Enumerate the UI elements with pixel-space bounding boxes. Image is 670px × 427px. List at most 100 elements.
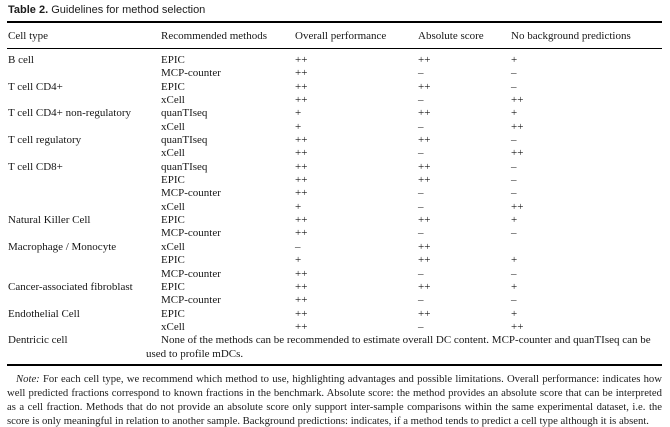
cell-method: EPIC bbox=[161, 214, 185, 227]
table-caption: Table 2. Guidelines for method selection bbox=[7, 3, 662, 21]
cell-type bbox=[7, 268, 160, 281]
cell-method: quanTIseq bbox=[161, 134, 208, 147]
cell-background-predictions: ++ bbox=[511, 120, 524, 133]
column-header-no-background-predictions: No background predictions bbox=[511, 30, 631, 42]
cell-method: MCP-counter bbox=[161, 227, 221, 240]
cell-absolute-score: ++ bbox=[418, 160, 431, 173]
cell-method: xCell bbox=[161, 200, 185, 213]
cell-background-predictions: – bbox=[511, 80, 517, 93]
column-header-absolute-score: Absolute score bbox=[418, 30, 484, 42]
table-row: Endothelial Cell EPIC ++ ++ + bbox=[7, 308, 662, 321]
table-row: T cell CD4+ EPIC ++ ++ – bbox=[7, 81, 662, 94]
column-header-overall-performance: Overall performance bbox=[295, 30, 387, 42]
table-row: MCP-counter ++ – – bbox=[7, 187, 662, 200]
cell-method: xCell bbox=[161, 94, 185, 107]
cell-background-predictions: + bbox=[511, 214, 518, 227]
cell-method: EPIC bbox=[161, 280, 185, 293]
cell-absolute-score: – bbox=[418, 67, 424, 80]
cell-background-predictions: ++ bbox=[511, 94, 524, 107]
cell-overall-performance: ++ bbox=[295, 174, 308, 187]
table-row: MCP-counter ++ – – bbox=[7, 227, 662, 240]
cell-overall-performance: ++ bbox=[295, 94, 308, 107]
cell-type: Endothelial Cell bbox=[8, 307, 80, 320]
cell-type bbox=[7, 201, 160, 214]
cell-overall-performance: ++ bbox=[295, 80, 308, 93]
dendritic-cell-note: None of the methods can be recommended t… bbox=[146, 334, 651, 360]
cell-background-predictions: – bbox=[511, 227, 517, 240]
title-rule bbox=[7, 21, 662, 23]
table-row: xCell ++ – ++ bbox=[7, 94, 662, 107]
cell-absolute-score: – bbox=[418, 320, 424, 333]
cell-method: xCell bbox=[161, 240, 185, 253]
table-row: T cell CD4+ non-regulatory quanTIseq + +… bbox=[7, 107, 662, 120]
header-rule bbox=[7, 48, 662, 49]
cell-overall-performance: ++ bbox=[295, 267, 308, 280]
cell-type: Macrophage / Monocyte bbox=[8, 240, 117, 253]
cell-method: EPIC bbox=[161, 254, 185, 267]
cell-absolute-score: – bbox=[418, 147, 424, 160]
cell-overall-performance: + bbox=[295, 107, 302, 120]
cell-type bbox=[7, 147, 160, 160]
cell-overall-performance: ++ bbox=[295, 307, 308, 320]
note-text: For each cell type, we recommend which m… bbox=[7, 372, 662, 427]
cell-overall-performance: + bbox=[295, 200, 302, 213]
cell-absolute-score: ++ bbox=[418, 134, 431, 147]
cell-method: EPIC bbox=[161, 307, 185, 320]
cell-background-predictions bbox=[510, 241, 662, 254]
cell-type: T cell CD4+ bbox=[8, 80, 63, 93]
cell-type: Cancer-associated fibroblast bbox=[8, 280, 133, 293]
column-header-recommended-methods: Recommended methods bbox=[161, 30, 268, 42]
cell-absolute-score: ++ bbox=[418, 240, 431, 253]
cell-type: B cell bbox=[8, 54, 34, 66]
cell-absolute-score: – bbox=[418, 94, 424, 107]
cell-type bbox=[7, 227, 160, 240]
cell-type: Natural Killer Cell bbox=[8, 214, 91, 227]
cell-method: MCP-counter bbox=[161, 187, 221, 200]
cell-method: EPIC bbox=[161, 80, 185, 93]
table-row: xCell ++ – ++ bbox=[7, 147, 662, 160]
cell-overall-performance: ++ bbox=[295, 160, 308, 173]
cell-method: quanTIseq bbox=[161, 107, 208, 120]
cell-type bbox=[7, 121, 160, 134]
cell-absolute-score: ++ bbox=[418, 280, 431, 293]
table-row: xCell + – ++ bbox=[7, 121, 662, 134]
cell-background-predictions: + bbox=[511, 54, 518, 66]
cell-overall-performance: ++ bbox=[295, 214, 308, 227]
cell-type bbox=[7, 254, 160, 267]
table-row: xCell ++ – ++ bbox=[7, 321, 662, 334]
cell-background-predictions: + bbox=[511, 307, 518, 320]
cell-method: MCP-counter bbox=[161, 267, 221, 280]
cell-overall-performance: ++ bbox=[295, 134, 308, 147]
table-row: Cancer-associated fibroblast EPIC ++ ++ … bbox=[7, 281, 662, 294]
table-note: Note: For each cell type, we recommend w… bbox=[7, 372, 662, 427]
cell-method: xCell bbox=[161, 320, 185, 333]
table-row: EPIC ++ ++ – bbox=[7, 174, 662, 187]
table-row: MCP-counter ++ – – bbox=[7, 294, 662, 307]
cell-overall-performance: – bbox=[295, 240, 301, 253]
table-row: T cell CD8+ quanTIseq ++ ++ – bbox=[7, 161, 662, 174]
cell-method: EPIC bbox=[161, 174, 185, 187]
cell-absolute-score: ++ bbox=[418, 54, 431, 66]
cell-absolute-score: ++ bbox=[418, 307, 431, 320]
table-caption-text: Guidelines for method selection bbox=[51, 4, 206, 16]
cell-background-predictions: – bbox=[511, 267, 517, 280]
cell-background-predictions: ++ bbox=[511, 200, 524, 213]
cell-method: MCP-counter bbox=[161, 67, 221, 80]
cell-absolute-score: – bbox=[418, 267, 424, 280]
cell-type bbox=[7, 174, 160, 187]
cell-type: T cell CD4+ non-regulatory bbox=[8, 107, 131, 120]
cell-absolute-score: ++ bbox=[418, 80, 431, 93]
table-body: B cell EPIC ++ ++ + MCP-counter ++ – – T… bbox=[7, 49, 662, 334]
cell-background-predictions: – bbox=[511, 67, 517, 80]
cell-overall-performance: + bbox=[295, 120, 302, 133]
cell-type bbox=[7, 294, 160, 307]
cell-absolute-score: ++ bbox=[418, 174, 431, 187]
cell-method: xCell bbox=[161, 147, 185, 160]
cell-overall-performance: ++ bbox=[295, 320, 308, 333]
cell-background-predictions: – bbox=[511, 174, 517, 187]
cell-overall-performance: ++ bbox=[295, 187, 308, 200]
cell-method: quanTIseq bbox=[161, 160, 208, 173]
cell-absolute-score: – bbox=[418, 187, 424, 200]
table-row: MCP-counter ++ – – bbox=[7, 67, 662, 80]
